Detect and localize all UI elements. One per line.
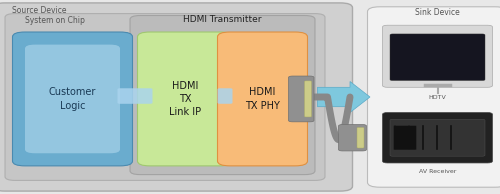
FancyBboxPatch shape: [288, 76, 314, 122]
FancyBboxPatch shape: [5, 14, 325, 180]
FancyBboxPatch shape: [357, 127, 364, 148]
FancyBboxPatch shape: [390, 119, 485, 156]
FancyBboxPatch shape: [394, 126, 416, 150]
FancyBboxPatch shape: [338, 125, 366, 151]
Text: Customer
Logic: Customer Logic: [49, 87, 96, 111]
Text: System on Chip: System on Chip: [25, 16, 85, 24]
FancyBboxPatch shape: [390, 34, 485, 81]
FancyBboxPatch shape: [304, 81, 312, 117]
FancyBboxPatch shape: [138, 32, 232, 166]
FancyBboxPatch shape: [382, 25, 492, 87]
FancyBboxPatch shape: [218, 88, 232, 104]
Text: HDMI
TX
Link IP: HDMI TX Link IP: [169, 81, 201, 117]
FancyBboxPatch shape: [12, 32, 132, 166]
FancyArrow shape: [318, 81, 370, 113]
FancyBboxPatch shape: [0, 3, 352, 191]
Text: HDMI
TX PHY: HDMI TX PHY: [245, 87, 280, 111]
Text: HDMI Transmitter: HDMI Transmitter: [184, 15, 262, 23]
FancyBboxPatch shape: [382, 113, 492, 163]
FancyBboxPatch shape: [25, 45, 120, 153]
Text: AV Receiver: AV Receiver: [419, 169, 456, 174]
FancyBboxPatch shape: [368, 7, 500, 187]
FancyBboxPatch shape: [118, 88, 152, 104]
FancyBboxPatch shape: [130, 16, 315, 175]
Text: Sink Device: Sink Device: [415, 8, 460, 17]
Text: HDTV: HDTV: [428, 95, 446, 100]
FancyBboxPatch shape: [218, 32, 308, 166]
Text: Source Device: Source Device: [12, 6, 67, 15]
